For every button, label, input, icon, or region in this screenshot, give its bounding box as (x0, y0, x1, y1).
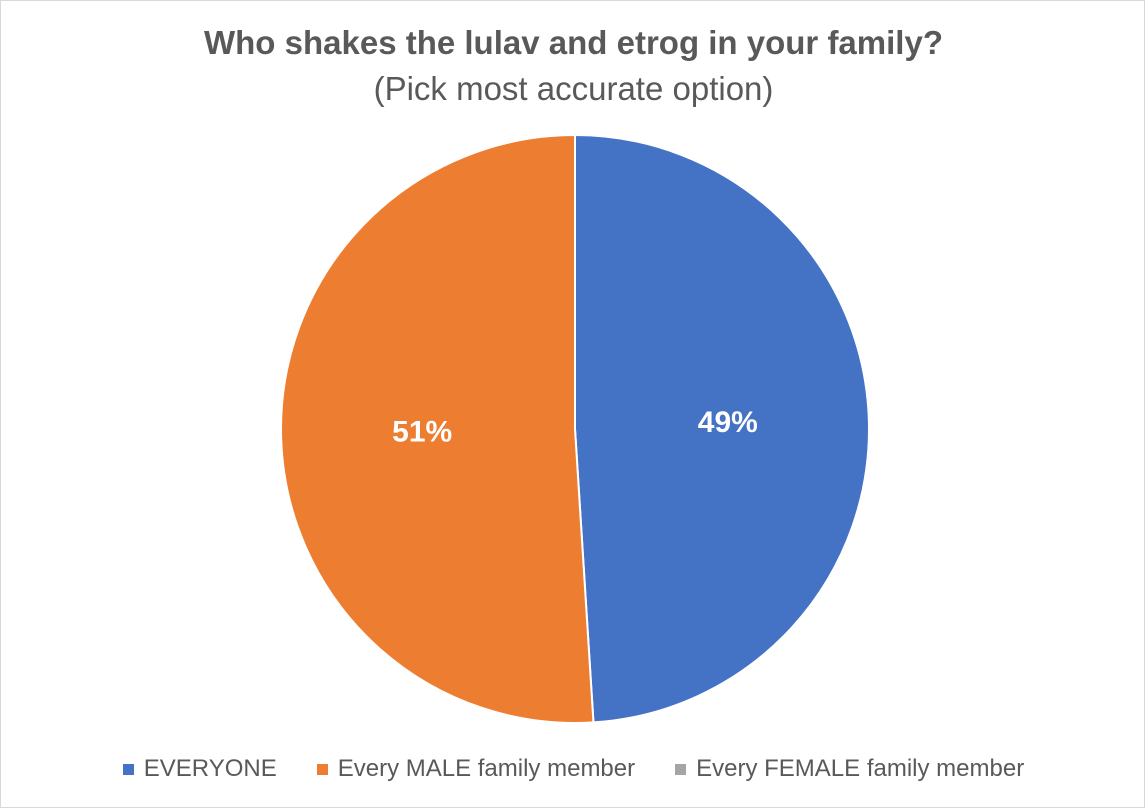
legend-item-everyone: EVERYONE (122, 755, 277, 783)
pie-slice-label-0: 49% (698, 406, 758, 439)
pie-slice-1 (280, 133, 595, 724)
pie-slice-label-1: 51% (392, 416, 452, 449)
legend-swatch-female (675, 763, 687, 775)
legend-label-female: Every FEMALE family member (696, 755, 1025, 782)
legend-label-everyone: EVERYONE (143, 755, 277, 782)
legend-item-male: Every MALE family member (316, 755, 636, 783)
legend-item-female: Every FEMALE family member (675, 755, 1024, 783)
legend-label-male: Every MALE family member (337, 755, 636, 782)
pie-slice-0 (574, 133, 870, 724)
legend-swatch-male (316, 763, 328, 775)
chart-subtitle: (Pick most accurate option) (373, 70, 774, 107)
legend-swatch-everyone (122, 763, 134, 775)
chart-title: Who shakes the lulav and etrog in your f… (204, 24, 943, 61)
legend: EVERYONE Every MALE family member Every … (1, 755, 1145, 783)
